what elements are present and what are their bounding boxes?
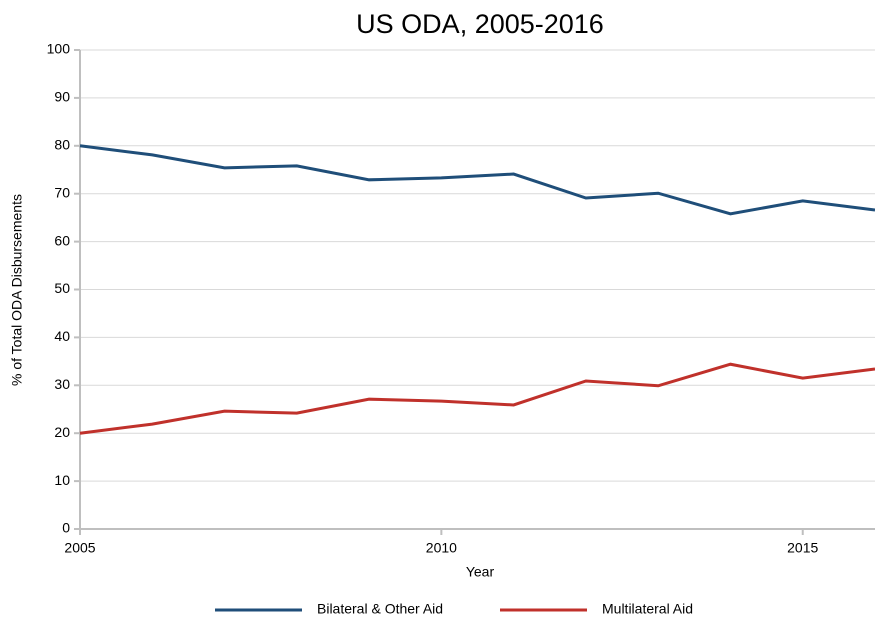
y-tick-label: 0 [62,520,70,536]
y-tick-label: 90 [54,89,70,105]
y-tick-label: 80 [54,137,70,153]
y-tick-label: 50 [54,280,70,296]
y-tick-label: 30 [54,376,70,392]
y-tick-label: 100 [47,41,71,57]
y-tick-label: 20 [54,424,70,440]
legend-label: Bilateral & Other Aid [317,601,443,617]
y-tick-label: 40 [54,328,70,344]
chart-title: US ODA, 2005-2016 [356,9,604,39]
x-tick-label: 2010 [426,540,457,556]
y-tick-label: 60 [54,232,70,248]
y-tick-label: 10 [54,472,70,488]
x-tick-label: 2015 [787,540,818,556]
y-axis-label: % of Total ODA Disbursements [9,194,25,386]
line [79,362,875,435]
y-tick-label: 70 [54,184,70,200]
x-axis-label: Year [466,564,495,580]
line [79,144,875,216]
x-tick-label: 2005 [64,540,95,556]
legend-label: Multilateral Aid [602,601,693,617]
